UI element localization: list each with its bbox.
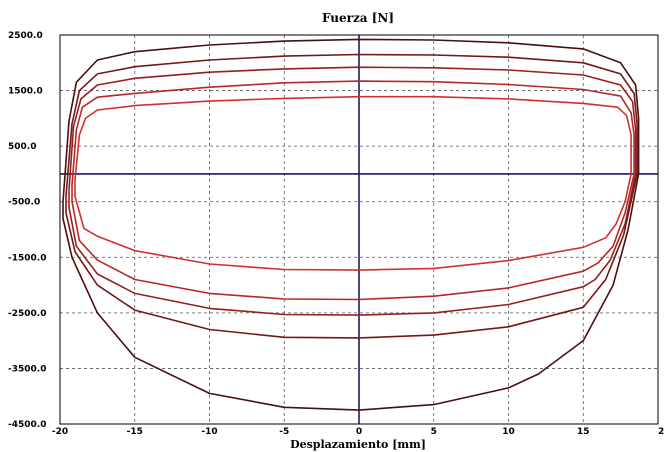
x-tick-label-5: 5 [431,427,437,437]
y-tick-label-7: -4500.0 [8,420,46,430]
y-tick-label-4: -1500.0 [8,253,46,263]
y-tick-label-3: -500.0 [8,198,40,208]
x-tick-label-0: -20 [52,427,68,437]
x-tick-label-1: -15 [127,427,143,437]
y-tick-labels: 2500.0 1500.0 500.0 -500.0 -1500.0 -2500.0 -35… [8,31,46,430]
y-tick-label-2: 500.0 [8,142,36,152]
y-tick-label-6: -3500.0 [8,364,46,374]
y-tick-label-0: 2500.0 [8,31,43,41]
x-tick-label-4: 0 [356,427,362,437]
series-layer [62,38,640,411]
x-tick-labels: -20 -15 -10 -5 0 5 10 15 20 [52,427,664,437]
x-tick-label-2: -10 [201,427,217,437]
series-loop-1 [74,95,632,271]
chart-title: Fuerza [N] [322,11,394,25]
series-loop-5 [62,38,640,411]
series-loop-4 [65,53,638,339]
x-tick-label-6: 10 [502,427,515,437]
x-axis-label: Desplazamiento [mm] [290,438,426,451]
y-tick-label-1: 1500.0 [8,87,43,97]
x-tick-label-3: -5 [279,427,289,437]
plot-frame [59,34,659,425]
series-loop-2 [71,80,635,301]
x-tick-label-7: 15 [577,427,590,437]
y-tick-label-5: -2500.0 [8,309,46,319]
series-loop-3 [68,66,637,316]
zero-axes [60,35,658,424]
x-tick-label-8: 20 [658,427,664,437]
